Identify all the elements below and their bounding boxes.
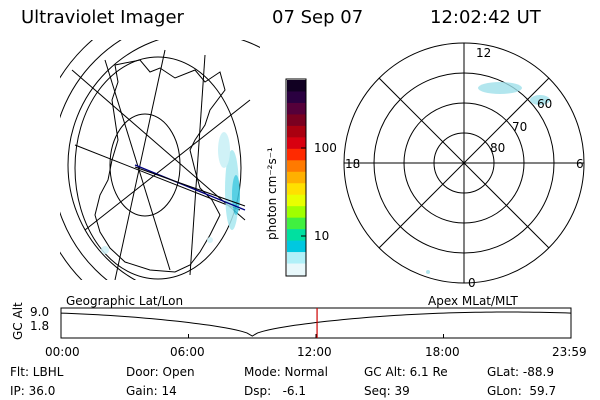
colorbar-band [287, 240, 306, 253]
y-bottom-label: 1.8 [30, 319, 50, 333]
aurora-glow [101, 132, 240, 254]
seq-readout: Seq: 39 [364, 384, 410, 398]
ip-readout: IP: 36.0 [10, 384, 56, 398]
dsp-readout: Dsp: -6.1 [244, 384, 307, 398]
mode-readout: Mode: Normal [244, 365, 328, 379]
colorbar-band [287, 263, 306, 276]
door-readout: Door: Open [126, 365, 195, 379]
time-label: 12:02:42 UT [430, 7, 541, 28]
mlt-label-6: 6 [576, 157, 584, 171]
glon-readout: GLon: 59.7 [487, 384, 557, 398]
mlt-label-0: 0 [468, 276, 476, 290]
colorbar-tick-100: 100 [314, 141, 337, 155]
x-tick-0600: 06:00 [170, 345, 205, 359]
x-tick-0000: 00:00 [45, 345, 80, 359]
date-label: 07 Sep 07 [272, 7, 364, 28]
colorbar-band [287, 160, 306, 173]
colorbar-band [287, 80, 306, 93]
lat-label-70: 70 [512, 120, 528, 134]
x-tick-1800: 18:00 [425, 345, 460, 359]
colorbar-band [287, 171, 306, 184]
colorbar-band [287, 114, 306, 127]
colorbar-band [287, 217, 306, 230]
geographic-title: Geographic Lat/Lon [66, 294, 184, 308]
y-top-label: 9.0 [30, 305, 50, 319]
x-tick-1200: 12:00 [297, 345, 332, 359]
colorbar-band [287, 137, 306, 150]
colorbar-band [287, 91, 306, 104]
colorbar-band [287, 125, 306, 138]
gain-readout: Gain: 14 [126, 384, 177, 398]
coastline [94, 59, 226, 273]
latitude-ring [109, 113, 181, 217]
flt-readout: Flt: LBHL [10, 365, 64, 379]
colorbar-tick-10: 10 [314, 229, 330, 243]
lat-label-60: 60 [537, 97, 553, 111]
lat-label-80: 80 [490, 141, 506, 155]
x-tick-2359: 23:59 [552, 345, 587, 359]
ground-track [134, 164, 246, 211]
gcalt-readout: GC Alt: 6.1 Re [364, 365, 448, 379]
apex-title: Apex MLat/MLT [428, 294, 518, 308]
colorbar-band [287, 148, 306, 161]
glat-readout: GLat: -88.9 [487, 365, 554, 379]
instrument-title: Ultraviolet Imager [21, 7, 184, 28]
colorbar-band [287, 183, 306, 196]
colorbar-band [287, 194, 306, 207]
colorbar-band [287, 206, 306, 219]
mlt-label-12: 12 [476, 46, 492, 60]
aurora-oval [426, 82, 550, 274]
colorbar-band [287, 252, 306, 265]
colorbar-band [287, 229, 306, 242]
earth-limb [74, 56, 242, 280]
mlt-label-18: 18 [345, 157, 361, 171]
colorbar-band [287, 102, 306, 116]
